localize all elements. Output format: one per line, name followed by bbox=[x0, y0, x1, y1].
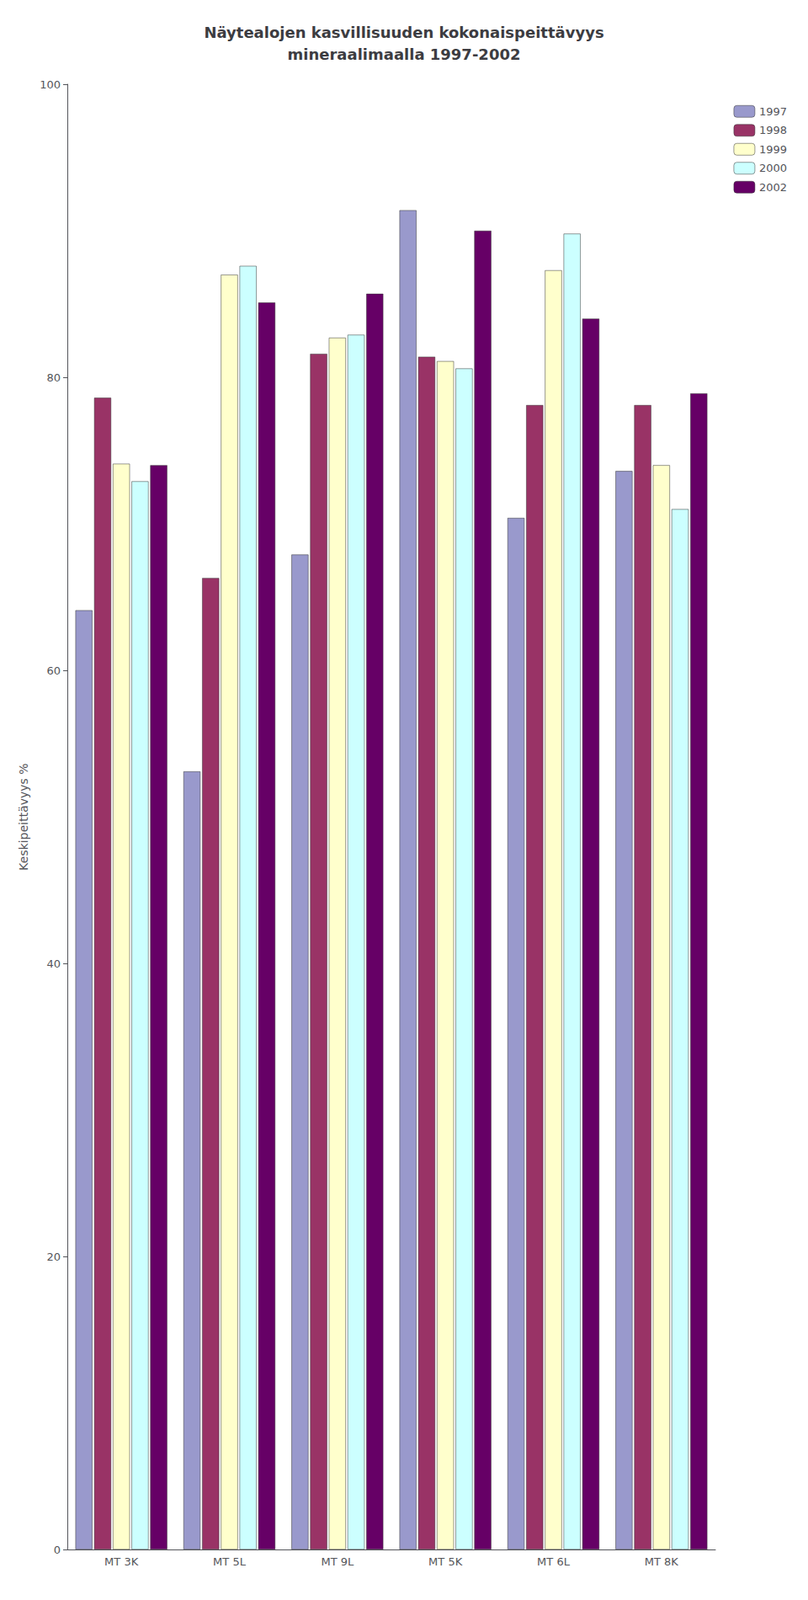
svg-text:2002: 2002 bbox=[759, 180, 787, 194]
svg-text:MT 5L: MT 5L bbox=[212, 1554, 247, 1568]
svg-text:Näytealojen kasvillisuuden kok: Näytealojen kasvillisuuden kokonaispeitt… bbox=[203, 23, 604, 42]
svg-text:80: 80 bbox=[46, 371, 61, 384]
svg-text:1998: 1998 bbox=[759, 123, 787, 137]
svg-text:2000: 2000 bbox=[759, 161, 787, 175]
svg-text:Keskipeittävyys %: Keskipeittävyys % bbox=[16, 762, 31, 870]
svg-text:MT 9L: MT 9L bbox=[320, 1554, 355, 1568]
svg-text:mineraalimaalla 1997-2002: mineraalimaalla 1997-2002 bbox=[287, 45, 521, 64]
svg-text:100: 100 bbox=[39, 78, 61, 91]
svg-text:60: 60 bbox=[46, 664, 61, 677]
svg-text:1997: 1997 bbox=[759, 105, 787, 118]
svg-text:MT 8K: MT 8K bbox=[644, 1554, 680, 1568]
svg-text:1999: 1999 bbox=[759, 143, 787, 156]
svg-text:MT 6L: MT 6L bbox=[536, 1554, 571, 1568]
svg-text:MT 5K: MT 5K bbox=[428, 1554, 463, 1568]
svg-text:40: 40 bbox=[46, 956, 61, 970]
svg-text:MT 3K: MT 3K bbox=[104, 1554, 139, 1568]
svg-text:20: 20 bbox=[46, 1249, 61, 1263]
svg-text:0: 0 bbox=[53, 1542, 61, 1556]
